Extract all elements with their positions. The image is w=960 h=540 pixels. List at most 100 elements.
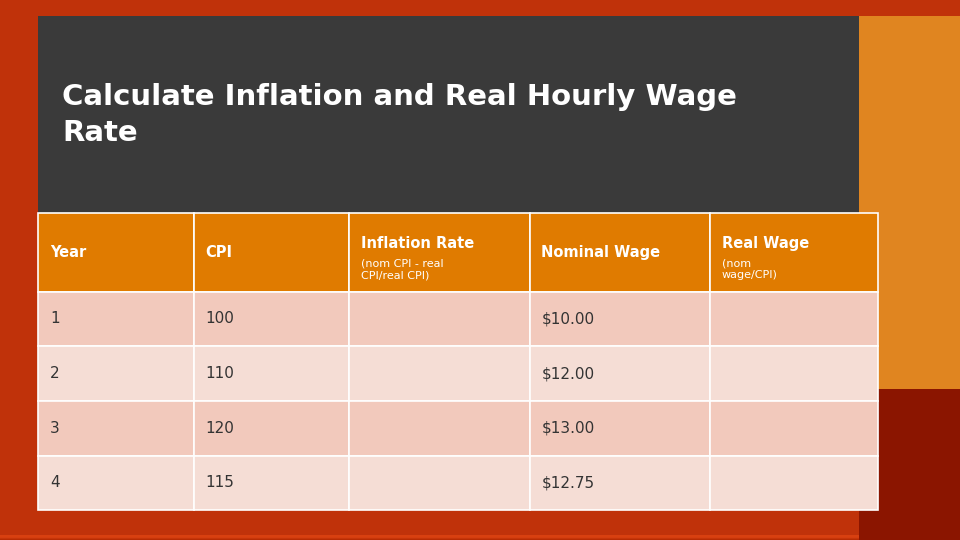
Bar [0, 535, 960, 538]
FancyBboxPatch shape [349, 213, 530, 292]
Bar [0, 537, 960, 539]
Bar [0, 536, 960, 538]
FancyBboxPatch shape [710, 292, 878, 346]
Bar [0, 535, 960, 538]
Bar [0, 536, 960, 539]
Bar [0, 536, 960, 539]
Text: 2: 2 [50, 366, 60, 381]
Bar [0, 536, 960, 539]
Bar [0, 536, 960, 539]
Bar [0, 535, 960, 537]
Bar [0, 535, 960, 537]
Bar [0, 535, 960, 537]
FancyBboxPatch shape [38, 292, 194, 346]
Bar [0, 535, 960, 537]
Bar [0, 536, 960, 538]
FancyBboxPatch shape [194, 456, 349, 510]
Bar [0, 536, 960, 538]
Bar [0, 535, 960, 538]
Text: (nom
wage/CPI): (nom wage/CPI) [722, 259, 778, 280]
Bar [0, 535, 960, 538]
Text: 120: 120 [205, 421, 234, 436]
Text: $13.00: $13.00 [541, 421, 594, 436]
Bar [0, 536, 960, 538]
Bar [0, 537, 960, 539]
Bar [0, 537, 960, 539]
Bar [0, 536, 960, 539]
Bar [0, 537, 960, 540]
Bar [0, 536, 960, 539]
Bar [0, 536, 960, 538]
Bar [0, 537, 960, 539]
Bar [0, 536, 960, 538]
Bar [0, 537, 960, 540]
Bar [0, 536, 960, 539]
Bar [0, 537, 960, 539]
Bar [0, 535, 960, 537]
Bar [0, 536, 960, 538]
Bar [0, 536, 960, 539]
Bar [0, 537, 960, 540]
Bar [0, 536, 960, 539]
FancyBboxPatch shape [710, 401, 878, 456]
Bar [0, 536, 960, 539]
Bar [0, 535, 960, 538]
Bar [0, 537, 960, 540]
Bar [0, 535, 960, 538]
Text: CPI: CPI [205, 245, 232, 260]
Bar [0, 536, 960, 539]
Bar [0, 536, 960, 538]
FancyBboxPatch shape [530, 292, 710, 346]
Bar [0, 535, 960, 538]
Bar [0, 537, 960, 540]
Bar [0, 535, 960, 538]
Bar [0, 537, 960, 539]
FancyBboxPatch shape [38, 456, 194, 510]
Text: Inflation Rate: Inflation Rate [361, 235, 474, 251]
FancyBboxPatch shape [710, 346, 878, 401]
Bar [0, 537, 960, 540]
FancyBboxPatch shape [859, 389, 960, 540]
FancyBboxPatch shape [349, 292, 530, 346]
Bar [0, 536, 960, 539]
Bar [0, 537, 960, 539]
Bar [0, 537, 960, 540]
Bar [0, 537, 960, 539]
FancyBboxPatch shape [530, 401, 710, 456]
Bar [0, 535, 960, 538]
Bar [0, 535, 960, 537]
Bar [0, 537, 960, 539]
Bar [0, 537, 960, 539]
Bar [0, 536, 960, 538]
Bar [0, 536, 960, 538]
Bar [0, 536, 960, 539]
Bar [0, 537, 960, 539]
Bar [0, 536, 960, 538]
Bar [0, 537, 960, 540]
Bar [0, 535, 960, 537]
Text: 110: 110 [205, 366, 234, 381]
Text: 1: 1 [50, 312, 60, 327]
Bar [0, 535, 960, 537]
Text: 3: 3 [50, 421, 60, 436]
Bar [0, 536, 960, 539]
Bar [0, 536, 960, 538]
Bar [0, 536, 960, 538]
Text: Real Wage: Real Wage [722, 235, 809, 251]
Bar [0, 535, 960, 537]
Bar [0, 537, 960, 539]
Bar [0, 536, 960, 538]
Bar [0, 536, 960, 539]
Bar [0, 536, 960, 538]
Text: Nominal Wage: Nominal Wage [541, 245, 660, 260]
Bar [0, 536, 960, 538]
Bar [0, 537, 960, 539]
Bar [0, 536, 960, 538]
Text: 115: 115 [205, 475, 234, 490]
Bar [0, 537, 960, 540]
Bar [0, 536, 960, 538]
Bar [0, 535, 960, 538]
Bar [0, 535, 960, 537]
Bar [0, 535, 960, 538]
Bar [0, 536, 960, 538]
